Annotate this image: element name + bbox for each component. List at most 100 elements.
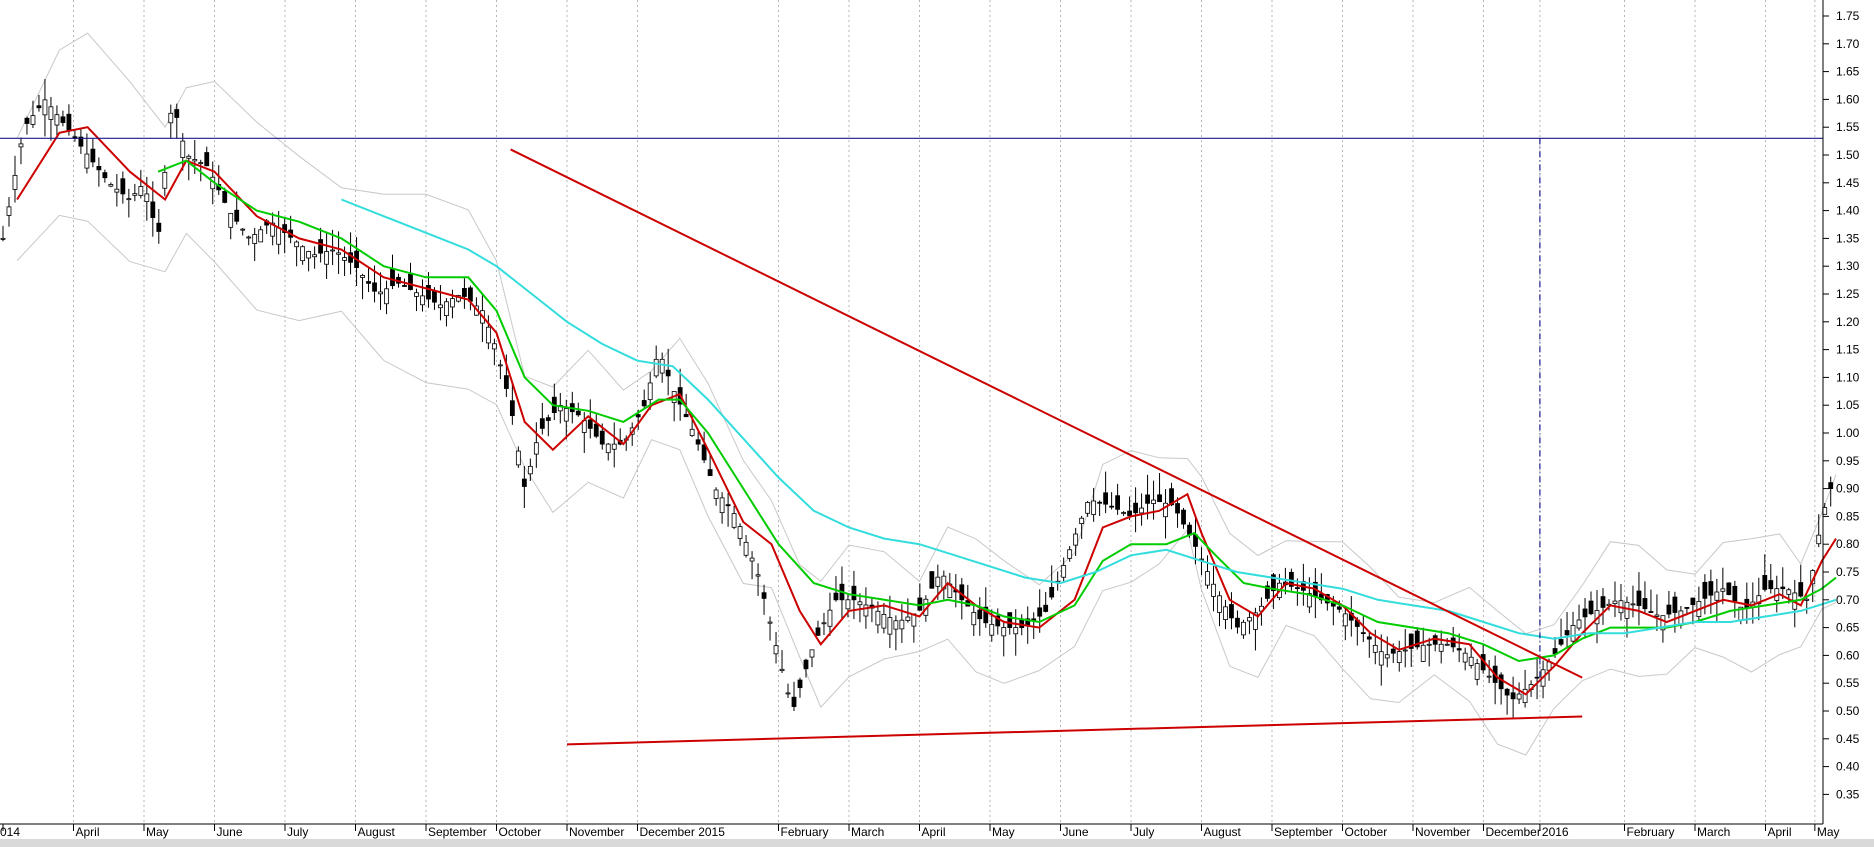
- candle-body: [186, 155, 192, 159]
- x-tick-label: May: [992, 825, 1015, 839]
- candle-body: [1630, 603, 1636, 606]
- candle-body: [372, 282, 377, 292]
- candle-body: [444, 301, 449, 317]
- bollinger-upper: [16, 32, 1837, 635]
- candle-body: [180, 140, 186, 158]
- candle-body: [1420, 644, 1426, 662]
- y-tick-label: 1.40: [1836, 204, 1860, 218]
- x-tick-label: December 2015: [640, 825, 726, 839]
- candle-body: [1181, 509, 1186, 525]
- candle-body: [1414, 630, 1420, 648]
- candle-body: [450, 298, 455, 308]
- candle-body: [701, 444, 707, 461]
- candle-body: [1654, 614, 1660, 617]
- y-tick-label: 0.40: [1836, 760, 1860, 774]
- candle-body: [1468, 656, 1474, 666]
- candle-body: [1690, 597, 1696, 606]
- candle-body: [318, 239, 324, 254]
- candle-body: [611, 443, 617, 450]
- candle-body: [1103, 492, 1109, 505]
- x-tick-label: October: [1345, 825, 1388, 839]
- candle-body: [1516, 693, 1522, 700]
- candle-body: [204, 152, 210, 167]
- candle-body: [1600, 596, 1606, 608]
- candle-body: [539, 418, 545, 429]
- candle-body: [971, 612, 977, 626]
- candle-body: [875, 610, 881, 626]
- y-tick-label: 1.30: [1836, 259, 1860, 273]
- candle-body: [390, 268, 395, 287]
- x-tick-label: May: [146, 825, 169, 839]
- bollinger-lower: [16, 214, 1837, 756]
- candle-body: [995, 615, 1001, 627]
- candle-body: [1157, 494, 1162, 503]
- candle-body: [1342, 613, 1348, 627]
- candle-body: [108, 184, 114, 187]
- candle-body: [102, 172, 108, 179]
- candle-body: [821, 622, 827, 625]
- x-tick-label: April: [76, 825, 100, 839]
- candle-body: [1624, 601, 1630, 619]
- candle-body: [737, 526, 743, 539]
- candle-body: [857, 601, 863, 606]
- candle-body: [773, 645, 779, 655]
- candle-body: [1073, 533, 1079, 546]
- candle-body: [1402, 649, 1408, 652]
- candle-body: [234, 209, 240, 222]
- y-tick-label: 0.90: [1836, 482, 1860, 496]
- candle-body: [593, 423, 599, 437]
- candle-body: [1211, 583, 1216, 597]
- candle-body: [1558, 639, 1564, 645]
- candle-body: [509, 400, 515, 417]
- y-tick-label: 0.65: [1836, 621, 1860, 635]
- candle-body: [90, 148, 96, 163]
- candle-body: [138, 186, 144, 196]
- y-tick-label: 1.55: [1836, 120, 1860, 134]
- candle-body: [6, 206, 12, 216]
- candle-body: [521, 478, 527, 487]
- candle-body: [54, 114, 60, 126]
- candle-body: [342, 257, 347, 261]
- y-tick-label: 0.60: [1836, 648, 1860, 662]
- candle-body: [659, 358, 665, 374]
- candle-body: [1229, 604, 1234, 619]
- candle-body: [1037, 607, 1043, 617]
- candle-body: [240, 228, 246, 231]
- candle-body: [294, 241, 300, 248]
- candle-body: [1294, 587, 1300, 590]
- candle-body: [575, 410, 581, 416]
- y-tick-label: 1.65: [1836, 65, 1860, 79]
- candle-body: [1522, 688, 1528, 704]
- candle-body: [1486, 675, 1492, 678]
- y-tick-label: 0.45: [1836, 732, 1860, 746]
- candle-body: [545, 417, 551, 421]
- candle-body: [1271, 574, 1276, 591]
- y-tick-label: 0.95: [1836, 454, 1860, 468]
- candle-body: [1396, 651, 1402, 663]
- candle-body: [1085, 502, 1091, 514]
- candle-body: [1720, 588, 1726, 592]
- candle-body: [1780, 586, 1786, 590]
- candle-body: [438, 304, 443, 309]
- moving-average-line: [16, 126, 1837, 696]
- candle-body: [491, 343, 497, 350]
- x-tick-label: November: [1415, 825, 1470, 839]
- candle-body: [1438, 643, 1444, 652]
- x-tick-label: October: [499, 825, 542, 839]
- x-tick-label: 2016: [1542, 825, 1569, 839]
- candle-body: [222, 191, 228, 203]
- candle-body: [1714, 591, 1720, 601]
- candle-body: [0, 237, 6, 240]
- candle-body: [270, 222, 276, 237]
- candle-body: [1235, 617, 1240, 628]
- candle-body: [246, 236, 252, 239]
- candle-body: [24, 117, 30, 124]
- candle-body: [1786, 589, 1792, 595]
- candle-body: [899, 619, 905, 630]
- y-tick-label: 1.50: [1836, 148, 1860, 162]
- candle-body: [755, 574, 761, 577]
- candle-body: [330, 249, 335, 252]
- candle-body: [497, 364, 503, 367]
- candle-body: [587, 419, 593, 429]
- candle-body: [42, 99, 48, 116]
